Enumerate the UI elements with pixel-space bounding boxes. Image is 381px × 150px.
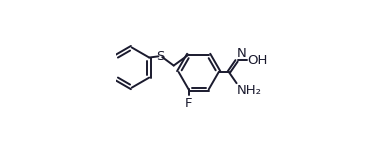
Text: OH: OH	[247, 54, 267, 67]
Text: F: F	[185, 97, 192, 110]
Text: S: S	[156, 50, 165, 63]
Text: NH₂: NH₂	[237, 84, 262, 97]
Text: N: N	[237, 47, 247, 60]
